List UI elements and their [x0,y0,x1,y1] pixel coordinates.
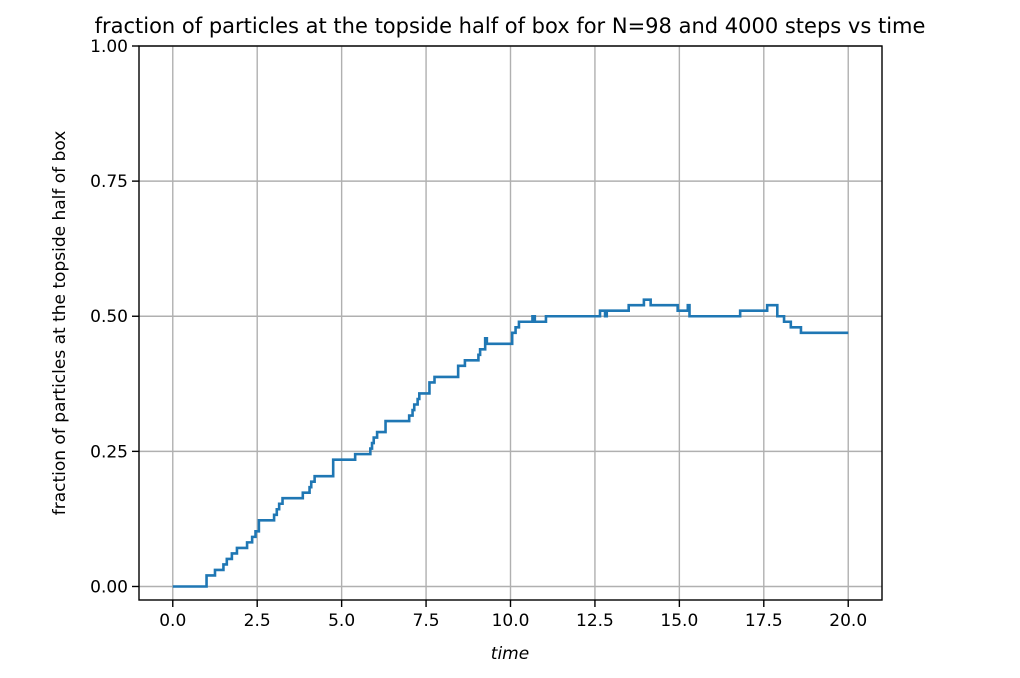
x-axis-label: time [491,644,529,664]
y-tick-label: 0.25 [90,442,128,462]
series-layer [172,298,849,588]
x-tick-label: 0.0 [159,611,186,631]
y-tick-label: 0.75 [90,172,128,192]
x-tick-label: 15.0 [660,611,698,631]
grid [139,45,882,600]
y-axis-label: fraction of particles at the topside hal… [50,131,70,516]
chart-title: fraction of particles at the topside hal… [95,14,926,38]
series-line [172,298,849,588]
ticks: 0.0 2.5 5.0 7.5 10.0 12.5 15.0 17.5 20.0 0.00 0.25… [90,37,867,631]
y-tick-label: 0.00 [90,577,128,597]
x-tick-label: 2.5 [244,611,271,631]
x-tick-label: 17.5 [745,611,783,631]
x-tick-label: 12.5 [576,611,614,631]
x-tick-label: 5.0 [328,611,355,631]
x-tick-label: 20.0 [829,611,867,631]
y-tick-label: 1.00 [90,37,128,57]
x-tick-label: 10.0 [492,611,530,631]
x-tick-label: 7.5 [413,611,440,631]
y-tick-label: 0.50 [90,307,128,327]
